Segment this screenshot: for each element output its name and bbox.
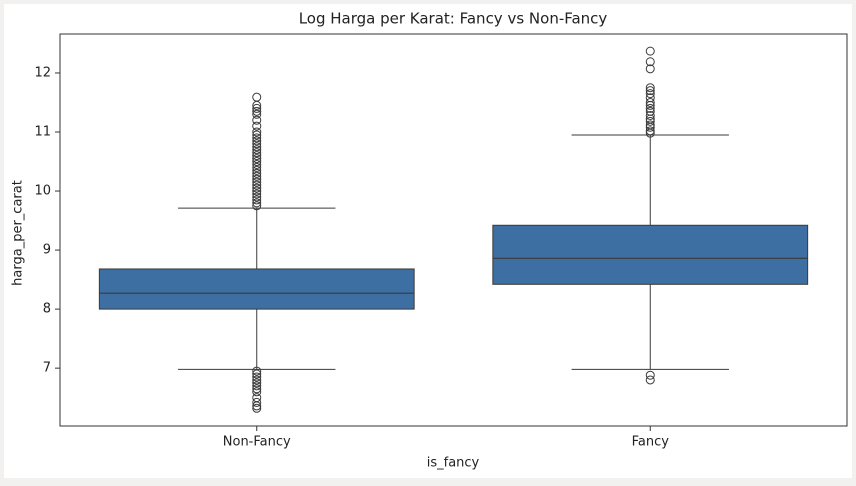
outlier <box>252 142 262 152</box>
outlier <box>645 120 655 130</box>
x-tick-label: Non-Fancy <box>223 435 291 450</box>
outlier <box>645 83 655 93</box>
x-tick-label: Fancy <box>632 435 670 450</box>
outlier <box>252 106 262 116</box>
outlier <box>645 97 655 107</box>
outlier <box>645 375 655 385</box>
y-tick-label: 12 <box>34 65 51 80</box>
outlier <box>252 130 262 140</box>
outlier <box>252 154 262 164</box>
outlier <box>645 64 655 74</box>
outlier <box>252 121 262 131</box>
outlier <box>252 372 262 382</box>
outlier <box>645 106 655 116</box>
outlier <box>252 115 262 125</box>
outlier <box>252 189 262 199</box>
outlier <box>252 151 262 161</box>
outlier <box>645 103 655 113</box>
outlier <box>252 369 262 379</box>
y-axis-label: harga_per_carat <box>11 180 26 286</box>
outlier <box>252 180 262 190</box>
outlier <box>252 133 262 143</box>
outlier <box>252 159 262 169</box>
outlier <box>252 168 262 178</box>
outlier <box>252 127 262 137</box>
y-tick-label: 9 <box>43 243 51 258</box>
outlier <box>252 366 262 376</box>
outlier <box>252 139 262 149</box>
outlier <box>252 109 262 119</box>
outlier <box>645 370 655 380</box>
outlier <box>252 145 262 155</box>
outlier <box>252 136 262 146</box>
outlier <box>645 46 655 56</box>
outlier <box>252 186 262 196</box>
outlier <box>252 375 262 385</box>
outlier <box>252 397 262 407</box>
outlier <box>252 162 262 172</box>
chart-title: Log Harga per Karat: Fancy vs Non-Fancy <box>299 10 608 28</box>
outlier <box>252 148 262 158</box>
outlier <box>645 89 655 99</box>
outlier <box>252 157 262 167</box>
outlier <box>252 195 262 205</box>
outlier <box>252 378 262 388</box>
outlier <box>645 57 655 67</box>
outlier <box>252 103 262 113</box>
outlier <box>252 177 262 187</box>
outlier <box>252 201 262 211</box>
outlier <box>252 192 262 202</box>
outlier <box>252 171 262 181</box>
y-tick-label: 11 <box>34 125 51 140</box>
outlier <box>252 381 262 391</box>
y-tick-label: 10 <box>34 184 51 199</box>
outlier <box>252 174 262 184</box>
outlier <box>645 126 655 136</box>
outlier <box>252 92 262 102</box>
outlier <box>252 401 262 411</box>
outlier <box>645 86 655 96</box>
outlier <box>252 387 262 397</box>
outlier <box>252 198 262 208</box>
outlier <box>252 403 262 413</box>
outlier <box>645 110 655 120</box>
y-tick-label: 8 <box>43 302 51 317</box>
outlier <box>645 116 655 126</box>
box <box>98 268 415 310</box>
x-axis-label: is_fancy <box>427 456 480 471</box>
outlier <box>645 93 655 103</box>
box <box>492 224 809 285</box>
plot-frame <box>59 33 848 427</box>
y-tick-label: 7 <box>43 361 51 376</box>
outlier <box>252 165 262 175</box>
outlier <box>252 384 262 394</box>
outlier <box>252 183 262 193</box>
